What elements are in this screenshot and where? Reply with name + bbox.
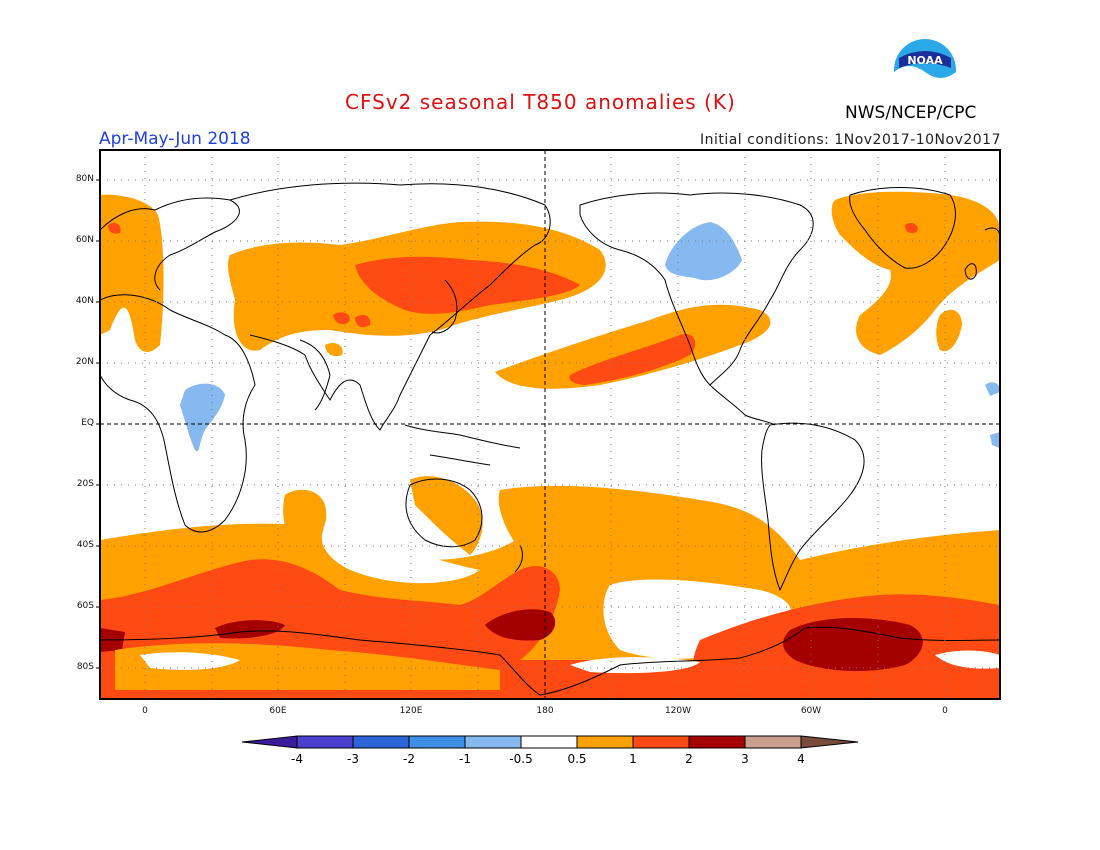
anomaly-region-atlantic-blue [985,382,1000,396]
lon-label-180: 180 [536,706,554,716]
lon-label-0-west: 0 [142,706,148,716]
colorbar-label: -2 [403,752,415,766]
colorbar-bin-8 [688,735,746,749]
lat-label-80n: 80N [75,174,94,184]
anomaly-region-darkred-ross [485,609,556,641]
season-label: Apr-May-Jun 2018 [99,129,251,149]
anomaly-region-antarctica-white-east [570,657,700,674]
anomaly-region-asia-red-spot [333,312,350,325]
lat-label-40s: 40S [76,540,94,550]
colorbar-label: -0.5 [509,752,533,766]
anomaly-region-europe-orange [100,194,164,352]
anomaly-region-atlantic-orange [936,309,962,352]
anomaly-region-white-atlantic [321,520,480,584]
lon-label-120w: 120W [664,706,692,716]
colorbar-bin-7 [632,735,690,749]
colorbar-label: -1 [459,752,471,766]
noaa-logo-text: NOAA [907,54,943,67]
lat-label-80s: 80S [76,662,94,672]
colorbar-bin-6 [576,735,634,749]
colorbar-bin-1 [296,735,354,749]
colorbar-bin-4 [464,735,522,749]
anomaly-region-africa-blue [180,383,225,452]
anomaly-region-north-pacific-orange [495,304,771,389]
anomaly-region-darkred-weddell [783,618,923,672]
anomaly-region-antarctica-white-far-east [935,650,1000,669]
colorbar-label: 0.5 [567,752,587,766]
anomaly-region-north-pacific-red [569,334,696,385]
colorbar-label: 3 [741,752,749,766]
lat-label-20n: 20N [75,357,94,367]
lon-label-120e: 120E [399,706,423,716]
colorbar-label: 4 [797,752,805,766]
lon-label-0-east: 0 [942,706,948,716]
colorbar-label: 1 [629,752,637,766]
anomaly-region-antarctica-white [140,652,240,670]
tick-marks [96,179,100,669]
map-title: CFSv2 seasonal T850 anomalies (K) [345,90,736,114]
anomaly-region-canada-blue [665,222,742,281]
anomaly-region-atlantic-blue2 [990,432,1000,448]
lat-label-20s: 20S [76,479,94,489]
noaa-logo-icon: NOAA [894,39,956,102]
colorbar-label: -4 [291,752,303,766]
anomaly-region-indian-ocean-orange [283,489,327,545]
colorbar-bin-9 [744,735,802,749]
anomaly-region-greenland-orange [831,191,1000,355]
anomaly-region-greenland-red [905,222,918,234]
lat-label-60s: 60S [76,601,94,611]
anomaly-region-darkred-indian [215,620,285,639]
lat-label-60n: 60N [75,235,94,245]
colorbar-bin-3 [408,735,466,749]
colorbar-arrow-high [800,735,859,749]
anomaly-region-asia-red [355,256,580,314]
colorbar-bin-2 [352,735,410,749]
anomaly-region-india-orange [325,343,343,357]
anomaly-region-australia-orange [410,476,483,555]
anomaly-region-asia-red-spot2 [355,314,371,328]
initial-conditions-label: Initial conditions: 1Nov2017-10Nov2017 [699,132,1001,148]
graticule [100,150,1000,699]
colorbar-bin-5 [520,735,578,749]
lon-label-60w: 60W [800,706,822,716]
agency-label: NWS/NCEP/CPC [845,103,977,123]
colorbar-label: -3 [347,752,359,766]
colorbar-label: 2 [685,752,693,766]
coastlines [100,182,1000,696]
lat-label-40n: 40N [75,296,94,306]
anomaly-region-europe-red [108,222,121,234]
colorbar [241,735,859,749]
lat-label-eq: EQ [81,418,94,428]
colorbar-arrow-low [241,735,298,749]
lon-label-60e: 60E [269,706,287,716]
